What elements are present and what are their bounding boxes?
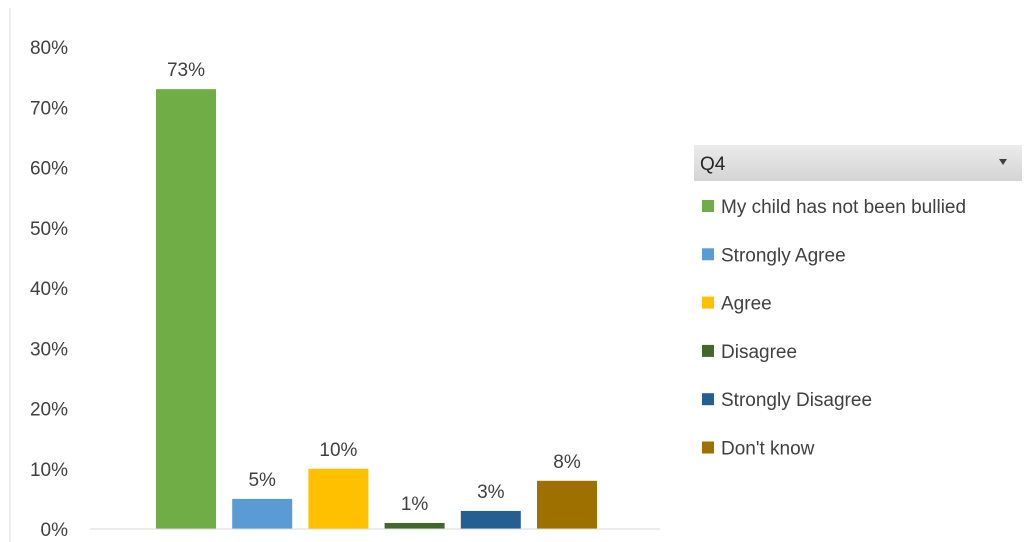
legend-item[interactable]: Don't know [702, 439, 815, 460]
bar [384, 522, 445, 529]
legend-item[interactable]: Strongly Disagree [702, 390, 872, 411]
data-label: 3% [477, 482, 505, 503]
legend-swatch [702, 200, 714, 212]
legend-label: Agree [721, 294, 772, 315]
legend-label: Don't know [721, 439, 815, 460]
legend-swatch [702, 441, 714, 454]
legend-filter-label: Q4 [700, 154, 726, 175]
y-tick-label: 70% [30, 98, 68, 119]
legend-item[interactable]: My child has not been bullied [702, 197, 966, 218]
bar [460, 510, 521, 529]
y-tick-label: 40% [30, 279, 68, 300]
chevron-down-icon[interactable] [999, 159, 1007, 165]
legend: Q4 My child has not been bullied Strongly… [694, 145, 1022, 460]
y-tick-label: 30% [30, 339, 68, 360]
legend-swatch [702, 248, 714, 261]
y-tick-label: 0% [41, 520, 69, 541]
data-label: 1% [401, 494, 429, 515]
data-label: 5% [248, 470, 276, 491]
bar [308, 468, 369, 529]
legend-items: My child has not been bullied Strongly Ag… [702, 197, 966, 460]
bar [232, 498, 293, 529]
y-tick-label: 20% [30, 400, 68, 421]
legend-label: Strongly Disagree [721, 390, 872, 411]
legend-swatch [702, 296, 714, 309]
y-tick-label: 10% [30, 460, 68, 481]
legend-filter-background [694, 145, 1022, 181]
data-label: 8% [553, 452, 581, 473]
data-label: 73% [167, 60, 205, 81]
legend-swatch [702, 344, 714, 357]
y-tick-label: 60% [30, 159, 68, 180]
bar [156, 89, 216, 530]
legend-item[interactable]: Strongly Agree [702, 245, 846, 266]
legend-label: My child has not been bullied [721, 197, 966, 218]
legend-item[interactable]: Disagree [702, 342, 797, 363]
y-tick-label: 80% [30, 38, 68, 59]
data-label: 10% [319, 440, 357, 461]
legend-label: Disagree [721, 342, 797, 363]
data-labels: 73% 5% 10% 1% 3% 8% [167, 60, 581, 515]
bars [156, 89, 597, 530]
legend-item[interactable]: Agree [702, 294, 772, 315]
legend-label: Strongly Agree [721, 245, 846, 266]
legend-swatch [702, 393, 714, 406]
y-tick-label: 50% [30, 219, 68, 240]
y-axis: 0% 10% 20% 30% 40% 50% 60% 70% 80% [9, 8, 69, 542]
bar [537, 480, 597, 529]
legend-filter-dropdown[interactable]: Q4 [694, 145, 1022, 181]
